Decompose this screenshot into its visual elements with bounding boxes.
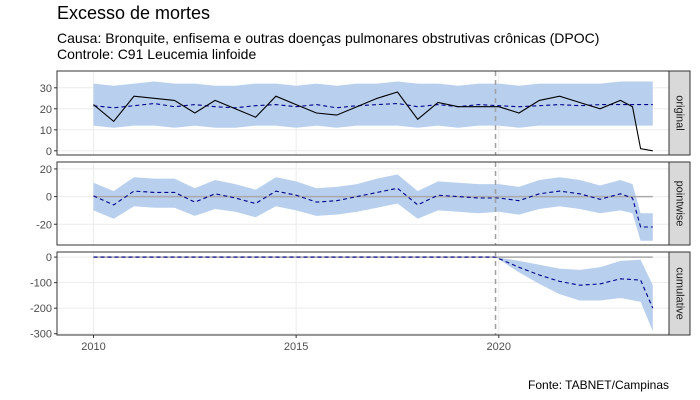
y-tick-label: 30 xyxy=(40,83,52,95)
panel-pointwise: -20 0 20 pointwise xyxy=(36,161,691,246)
strip-label: original xyxy=(674,95,686,130)
x-tick-label: 2010 xyxy=(81,341,105,353)
chart-title: Excesso de mortes xyxy=(57,3,211,23)
strip-pointwise xyxy=(668,161,691,246)
y-tick-label: 0 xyxy=(46,146,52,158)
strip-original xyxy=(668,70,691,156)
chart-subtitle-control: Controle: C91 Leucemia linfoide xyxy=(57,46,257,62)
predicted-series-line xyxy=(93,102,653,109)
y-tick-label: -20 xyxy=(36,219,52,231)
chart-caption: Fonte: TABNET/Campinas xyxy=(528,378,669,392)
panel-original: 0 10 20 30 original xyxy=(40,70,691,158)
y-tick-label: -300 xyxy=(30,329,52,341)
actual-series-line xyxy=(93,91,653,152)
y-tick-label: -200 xyxy=(30,303,52,315)
strip-cumulative xyxy=(668,251,691,336)
chart-subtitle-cause: Causa: Bronquite, enfisema e outras doen… xyxy=(57,30,600,46)
y-tick-label: 10 xyxy=(40,125,52,137)
y-tick-label: -100 xyxy=(30,278,52,290)
y-tick-label: 20 xyxy=(40,164,52,176)
strip-label: cumulative xyxy=(674,267,686,320)
y-tick-label: 0 xyxy=(46,252,52,264)
y-tick-label: 20 xyxy=(40,104,52,116)
prediction-interval-band xyxy=(93,174,653,241)
x-tick-label: 2015 xyxy=(284,341,308,353)
predicted-series-line xyxy=(93,187,653,228)
strip-label: pointwise xyxy=(674,181,686,227)
panel-cumulative: 0 -100 -200 -300 cumulative xyxy=(30,251,691,341)
predicted-series-line xyxy=(93,256,654,309)
y-tick-label: 0 xyxy=(46,192,52,204)
x-tick-label: 2020 xyxy=(487,341,511,353)
